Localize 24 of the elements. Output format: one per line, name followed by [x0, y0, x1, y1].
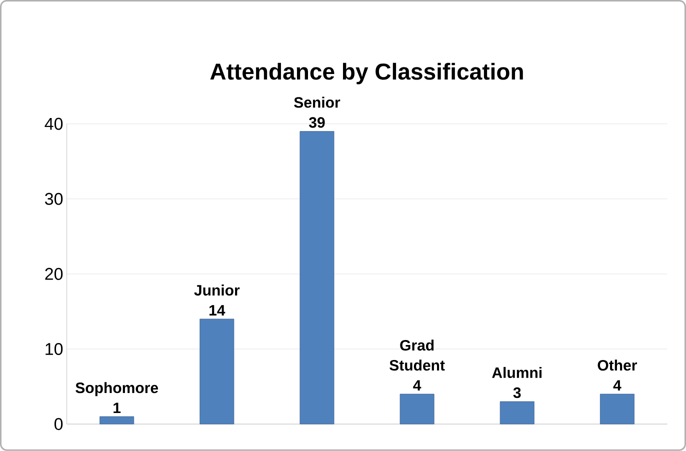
data-label: 4 — [413, 380, 422, 391]
y-tick-label: 30 — [44, 192, 63, 205]
data-label: 14 — [210, 305, 226, 316]
y-tick-label: 10 — [46, 343, 63, 356]
y-tick-label: 40 — [44, 118, 63, 130]
bar — [400, 394, 434, 424]
y-tick-label: 20 — [45, 268, 63, 280]
bar — [600, 394, 634, 424]
y-tick-label: 0 — [54, 418, 63, 430]
x-tick-label: Other — [598, 360, 637, 371]
data-label: 4 — [613, 380, 622, 391]
data-label: 3 — [513, 387, 521, 398]
x-tick-label: Alumni — [492, 367, 542, 378]
chart-title: Attendance by Classification — [210, 62, 523, 84]
data-label: 1 — [114, 402, 121, 414]
x-tick-label: Senior — [294, 96, 340, 108]
x-tick-label: Sophomore — [76, 382, 158, 396]
x-tick-label: Junior — [194, 284, 240, 296]
bar — [200, 318, 234, 424]
bar — [300, 131, 334, 424]
bar — [500, 401, 534, 424]
data-label: 39 — [308, 117, 325, 128]
bar — [100, 416, 134, 424]
x-tick-label: Grad Student — [390, 340, 445, 371]
